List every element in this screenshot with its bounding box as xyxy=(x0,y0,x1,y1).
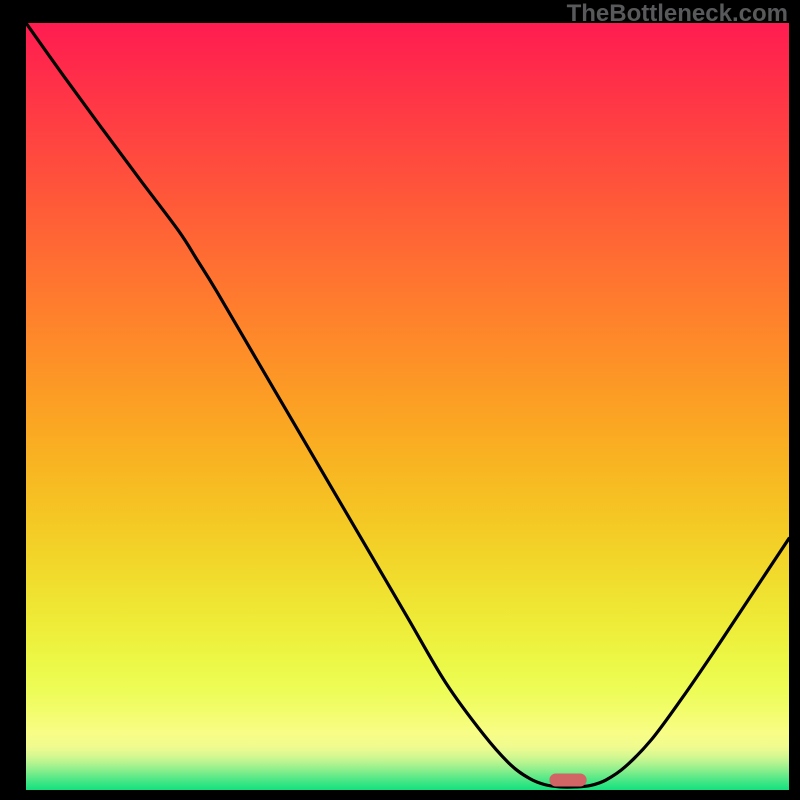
plot-area xyxy=(26,23,789,790)
watermark-text: TheBottleneck.com xyxy=(567,0,788,28)
optimal-point-marker xyxy=(550,774,587,787)
bottleneck-chart: TheBottleneck.com xyxy=(0,0,800,800)
bottleneck-curve xyxy=(26,23,789,790)
